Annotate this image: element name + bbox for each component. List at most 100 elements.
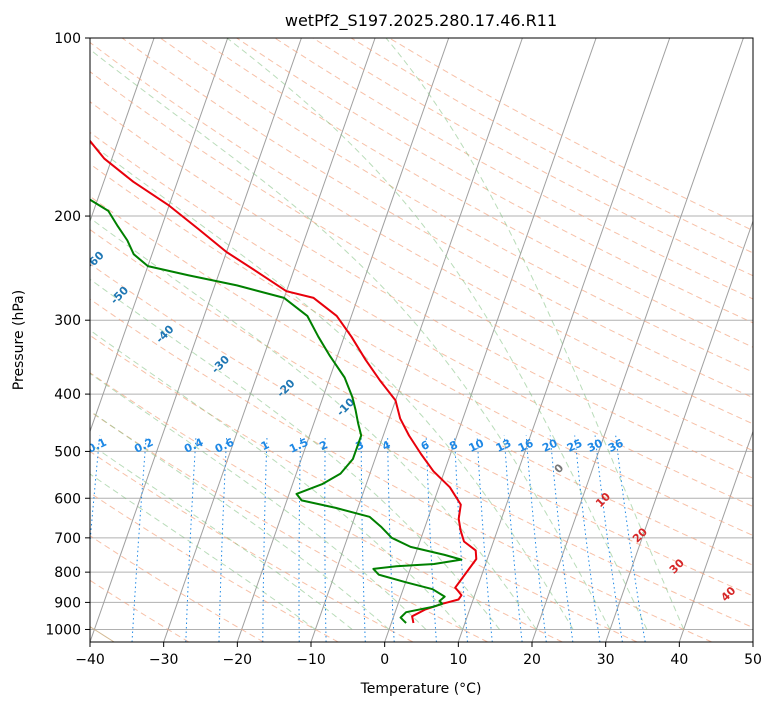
dry-adiabat [90, 131, 753, 508]
isotherm--80 [0, 38, 7, 642]
mixing-ratio-2 [324, 435, 327, 642]
chart-title: wetPf2_S197.2025.280.17.46.R11 [285, 11, 557, 31]
x-tick-label: −30 [149, 652, 179, 668]
dry-adiabat [198, 38, 753, 348]
x-tick-label: −20 [223, 652, 253, 668]
moist-adiabat-label: -50 [108, 284, 131, 307]
background-grid [0, 38, 753, 642]
moist-adiabat [90, 443, 353, 630]
mixing-ratio-label: 36 [606, 436, 626, 454]
mixing-ratio-label: 6 [419, 438, 432, 453]
dry-adiabat [90, 229, 753, 597]
mixing-ratio-30 [594, 435, 623, 642]
isotherm-0 [384, 38, 597, 642]
line-labels: 0.1 0.2 0.4 0.6 1 1.5 2 3 4 6 8 10 13 16 20 25 30 36-100-… [30, 72, 739, 604]
mixing-ratio-label: 16 [516, 436, 536, 454]
moist-adiabat [226, 38, 648, 630]
dry-adiabat [121, 38, 753, 399]
mixing-ratio-10 [476, 435, 493, 642]
isotherm--40 [90, 38, 302, 642]
dry-adiabat [90, 263, 753, 629]
dry-adiabat [90, 410, 488, 642]
y-axis-label: Pressure (hPa) [11, 290, 27, 390]
dry-adiabat [90, 101, 753, 479]
mixing-ratio-1.5 [298, 435, 302, 642]
x-tick-label: 20 [523, 652, 541, 668]
dry-adiabat [90, 579, 190, 642]
x-tick-label: 10 [449, 652, 467, 668]
moist-adiabat-label: -100 [31, 72, 60, 101]
moist-adiabat [90, 372, 427, 630]
moist-adiabat [90, 278, 500, 630]
dry-adiabat [90, 195, 753, 566]
mixing-ratio-label: 13 [494, 437, 513, 455]
dry-adiabat [90, 298, 712, 642]
moist-adiabat [385, 38, 685, 630]
dry-adiabat [90, 372, 563, 642]
y-axis: 1000 900 800 700 600 500 400 300 200 100 [45, 31, 90, 638]
x-axis-label: Temperature (°C) [360, 681, 482, 697]
isotherm-50 [752, 640, 753, 642]
x-tick-label: 0 [380, 652, 389, 668]
mixing-ratio-label: 20 [540, 436, 560, 454]
mixing-ratio-25 [574, 435, 601, 642]
moist-adiabat [90, 48, 611, 630]
plot-area: 0.1 0.2 0.4 0.6 1 1.5 2 3 4 6 8 10 13 16 20 25 30 36-100-… [0, 38, 753, 642]
moist-adiabat-label: -40 [153, 322, 176, 345]
isotherm--30 [163, 38, 376, 642]
moist-adiabat-label: -30 [209, 353, 232, 376]
moist-adiabats [90, 38, 685, 630]
mixing-ratio-3 [360, 435, 366, 642]
x-tick-label: −40 [75, 652, 105, 668]
dry-adiabat [90, 492, 339, 642]
profile-lines [90, 139, 478, 624]
temperature-line [90, 139, 478, 624]
mixing-ratio-label: 1.5 [287, 436, 310, 456]
mixing-ratio-6 [425, 435, 437, 642]
dewpoint-line [90, 198, 463, 624]
dry-adiabat [90, 163, 753, 537]
dry-adiabat [90, 334, 638, 642]
dry-adiabat-label: 0 [552, 461, 567, 476]
dry-adiabat [90, 450, 414, 642]
mixing-ratio-label: 30 [585, 436, 605, 454]
y-tick-label: 200 [54, 209, 81, 225]
y-tick-label: 300 [54, 313, 81, 329]
moist-adiabat [90, 410, 390, 630]
mixing-ratio-label: 0.6 [213, 436, 236, 456]
isotherm-10 [457, 38, 671, 642]
y-tick-label: 500 [54, 444, 81, 460]
y-tick-label: 900 [54, 595, 81, 611]
isotherm-40 [678, 429, 753, 642]
dry-adiabat [388, 38, 753, 232]
x-tick-label: 50 [744, 652, 762, 668]
dry-adiabat [90, 535, 264, 642]
dry-adiabat-label: 40 [718, 584, 738, 604]
x-axis: −40 −30 −20 −10 0 10 20 30 40 50 [75, 642, 762, 668]
x-tick-label: 40 [670, 652, 688, 668]
mixing-ratio-0.1 [90, 435, 101, 548]
moist-adiabat [90, 217, 537, 630]
dry-adiabats [90, 38, 753, 642]
plot-frame [89, 37, 754, 643]
y-tick-label: 600 [54, 491, 81, 507]
moist-adiabat [90, 473, 316, 630]
x-tick-label: 30 [597, 652, 615, 668]
y-tick-label: 1000 [45, 622, 81, 638]
mixing-ratio-label: 0.4 [182, 436, 205, 456]
x-tick-label: −10 [296, 652, 326, 668]
y-tick-label: 100 [54, 31, 81, 47]
dry-adiabat [312, 38, 753, 277]
moist-adiabat-label: -80 [37, 172, 60, 195]
y-tick-label: 400 [54, 387, 81, 403]
dry-adiabat [274, 38, 753, 300]
isotherm--50 [90, 38, 229, 433]
dry-adiabat [160, 38, 753, 373]
moist-adiabat [90, 142, 574, 630]
moist-adiabat-label: -90 [30, 128, 53, 151]
mixing-ratio-0.4 [185, 435, 197, 642]
mixing-ratio-label: 0.1 [85, 436, 108, 456]
mixing-ratio-label: 10 [467, 436, 487, 454]
mixing-ratio-label: 4 [380, 438, 393, 453]
moist-adiabat-label: -60 [83, 249, 106, 272]
